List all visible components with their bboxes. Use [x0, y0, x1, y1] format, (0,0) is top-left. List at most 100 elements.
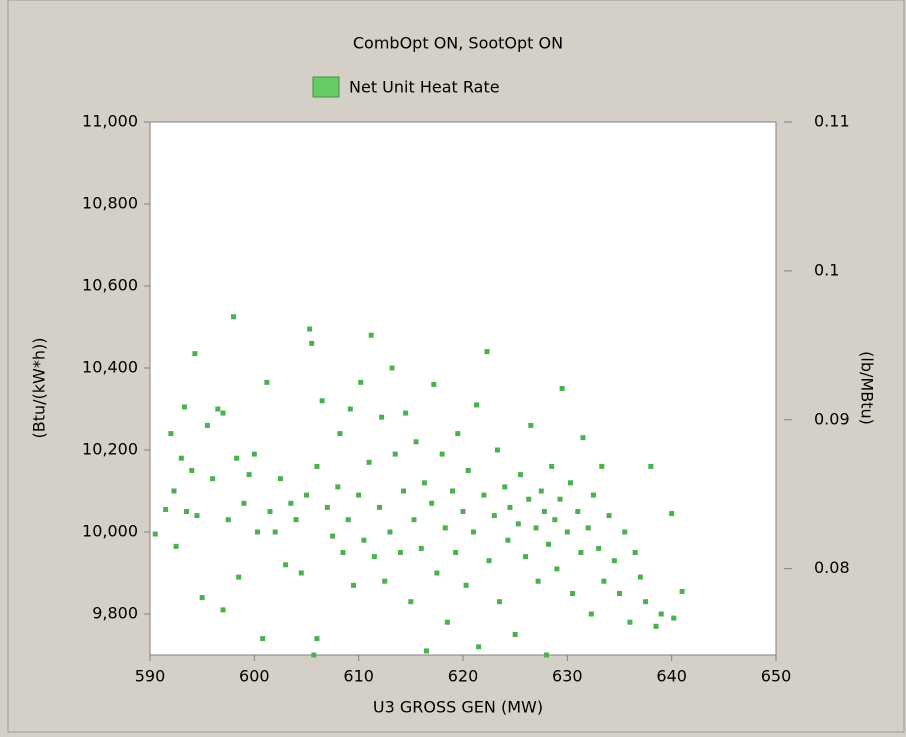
point [453, 550, 459, 555]
point [350, 582, 356, 588]
point [288, 500, 294, 506]
point [311, 652, 317, 658]
point [439, 451, 445, 457]
point [617, 591, 622, 596]
point [194, 513, 200, 519]
point [411, 517, 417, 523]
point [251, 451, 257, 457]
x-axis-label: U3 GROSS GEN (MW) [373, 698, 543, 717]
point [588, 611, 594, 617]
point [429, 500, 435, 506]
point [192, 351, 198, 357]
point [319, 398, 325, 404]
point [505, 537, 511, 543]
y-tick-label: 10,800 [82, 194, 138, 213]
point [470, 529, 476, 535]
point [204, 422, 210, 428]
y-tick-label: 9,800 [92, 604, 138, 623]
point [507, 504, 513, 510]
point [611, 558, 617, 564]
point [401, 488, 407, 494]
point [168, 431, 174, 437]
point [283, 562, 289, 568]
point [601, 578, 607, 584]
y2-tick-label: 0.09 [814, 409, 850, 428]
point [643, 599, 649, 605]
point [497, 599, 503, 605]
point [486, 558, 492, 564]
point [552, 517, 558, 523]
point [345, 517, 351, 523]
point [658, 611, 664, 617]
y-tick-label: 10,200 [82, 440, 138, 459]
point [356, 492, 362, 498]
point [557, 496, 563, 502]
point [599, 463, 605, 469]
point [460, 509, 466, 514]
y-axis-label: (Btu/(kW*h)) [30, 338, 49, 439]
point [484, 349, 490, 355]
legend-swatch [312, 76, 340, 98]
point [389, 365, 395, 371]
point [366, 459, 372, 465]
point [627, 619, 633, 625]
point [246, 472, 252, 478]
point [538, 488, 544, 494]
point [371, 554, 377, 560]
point [502, 484, 508, 490]
point [408, 599, 414, 605]
point [324, 504, 330, 510]
point [264, 379, 270, 385]
point [230, 314, 236, 320]
point [184, 509, 190, 514]
point [358, 379, 364, 385]
point [570, 591, 576, 596]
point [377, 504, 383, 510]
point [171, 488, 177, 494]
point [254, 529, 260, 535]
y2-tick-label: 0.1 [814, 260, 839, 279]
point [535, 578, 541, 584]
x-tick-label: 650 [761, 667, 792, 686]
x-tick-label: 630 [552, 667, 583, 686]
point [293, 517, 299, 523]
point [434, 570, 440, 576]
point [277, 476, 283, 482]
chart-title: CombOpt ON, SootOpt ON [353, 34, 563, 53]
point [515, 521, 521, 527]
point [679, 588, 685, 594]
point [236, 574, 242, 580]
point [304, 492, 309, 498]
point [314, 636, 320, 642]
plot-area [149, 121, 777, 656]
point [189, 468, 195, 473]
point [523, 554, 529, 560]
point [554, 566, 560, 572]
point [199, 595, 205, 601]
point [671, 615, 677, 621]
point [559, 386, 565, 391]
point [210, 476, 216, 482]
point [260, 636, 266, 642]
x-tick-label: 590 [135, 667, 166, 686]
point [596, 545, 602, 551]
point [512, 632, 518, 637]
x-tick-label: 600 [239, 667, 270, 686]
point [181, 404, 187, 410]
point [418, 545, 424, 551]
point [590, 492, 596, 498]
point [442, 525, 448, 531]
x-tick-label: 620 [448, 667, 479, 686]
y2-axis-label: (lb/MBtu) [858, 351, 877, 425]
point [578, 550, 584, 555]
point [491, 513, 497, 519]
point [307, 326, 313, 332]
y-tick-label: 10,400 [82, 358, 138, 377]
point [546, 541, 552, 547]
point [379, 414, 385, 420]
point [340, 550, 346, 555]
point [272, 529, 278, 535]
point [234, 455, 240, 461]
point [567, 480, 573, 486]
